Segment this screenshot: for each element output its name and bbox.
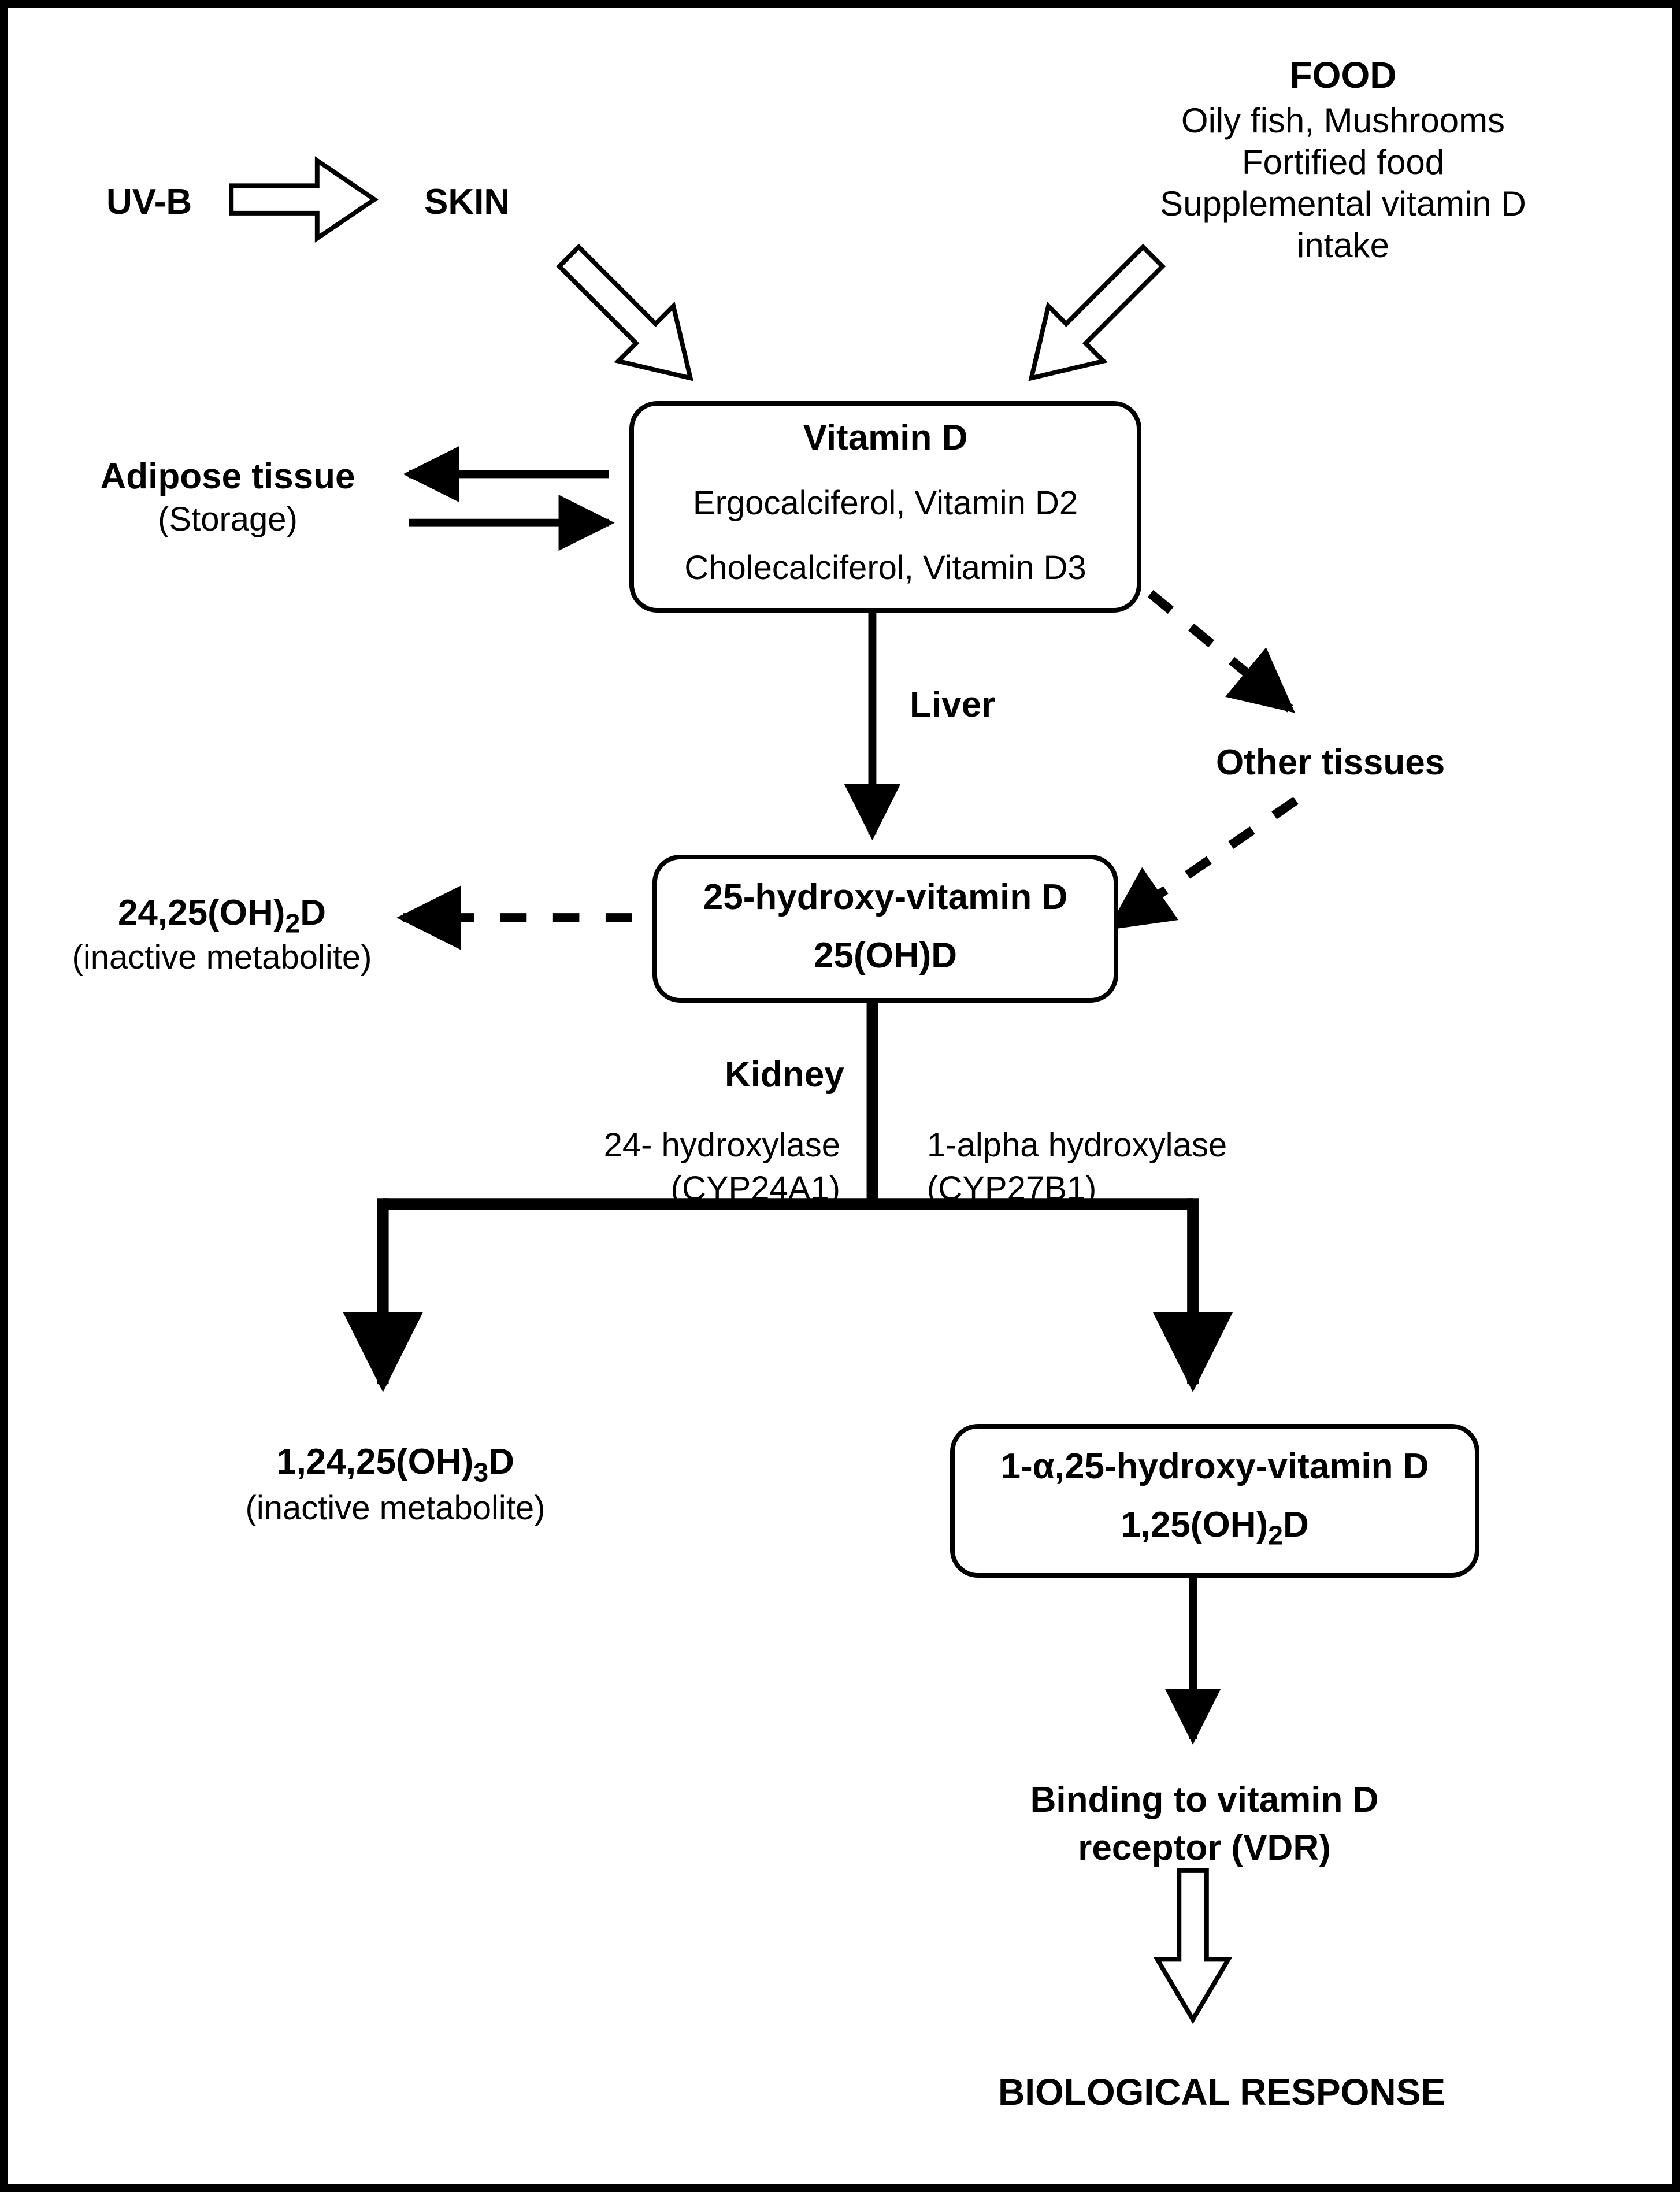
vitd-line1: Ergocalciferol, Vitamin D2 <box>634 484 1137 523</box>
food-line3: Supplemental vitamin D <box>1135 184 1551 224</box>
enz1a-line2: (CYP27B1) <box>927 1170 1096 1208</box>
enz24-line1: 24- hydroxylase <box>447 1126 840 1165</box>
bio-response-label: BIOLOGICAL RESPONSE <box>979 2071 1464 2114</box>
hollow-arrow-uvb-skin <box>231 161 374 239</box>
vdr-line1: Binding to vitamin D <box>1002 1779 1407 1820</box>
adipose-title: Adipose tissue <box>66 456 390 497</box>
metab-2425-title: 24,25(OH)2D <box>60 892 384 933</box>
liver-label: Liver <box>910 684 995 725</box>
25ohd-line2: 25(OH)D <box>657 935 1114 976</box>
food-line2: Fortified food <box>1135 142 1551 182</box>
125-line2: 1,25(OH)2D <box>955 1504 1475 1545</box>
kidney-label: Kidney <box>725 1054 844 1095</box>
vdr-line2: receptor (VDR) <box>1002 1827 1407 1868</box>
125-line1: 1-α,25-hydroxy-vitamin D <box>955 1446 1475 1487</box>
vitd-title: Vitamin D <box>634 417 1137 458</box>
enz24-line2: (CYP24A1) <box>447 1170 840 1208</box>
25ohd-line1: 25-hydroxy-vitamin D <box>657 877 1114 918</box>
metab-12425-title: 1,24,25(OH)3D <box>210 1441 580 1482</box>
125ohd-box: 1-α,25-hydroxy-vitamin D 1,25(OH)2D <box>950 1424 1479 1578</box>
food-line1: Oily fish, Mushrooms <box>1135 101 1551 140</box>
hollow-arrow-skin-vitd <box>542 229 718 406</box>
food-line4: intake <box>1135 225 1551 265</box>
25ohd-box: 25-hydroxy-vitamin D 25(OH)D <box>652 855 1118 1003</box>
skin-label: SKIN <box>424 181 510 222</box>
food-title: FOOD <box>1135 54 1551 97</box>
metab-12425-sub: (inactive metabolite) <box>210 1489 580 1528</box>
adipose-sub: (Storage) <box>66 500 390 539</box>
metab-2425-sub: (inactive metabolite) <box>60 939 384 977</box>
arrows-layer <box>8 8 1672 2184</box>
other-tissues-label: Other tissues <box>1216 742 1445 783</box>
hollow-arrow-vdr-bio <box>1158 1871 1229 2019</box>
diagram-frame: UV-B SKIN FOOD Oily fish, Mushrooms Fort… <box>0 0 1680 2192</box>
enz1a-line1: 1-alpha hydroxylase <box>927 1126 1227 1165</box>
vitd-line2: Cholecalciferol, Vitamin D3 <box>634 549 1137 588</box>
vitamin-d-box: Vitamin D Ergocalciferol, Vitamin D2 Cho… <box>629 401 1141 613</box>
dashed-arrow-other-25ohd <box>1112 800 1296 926</box>
uvb-label: UV-B <box>106 181 192 222</box>
